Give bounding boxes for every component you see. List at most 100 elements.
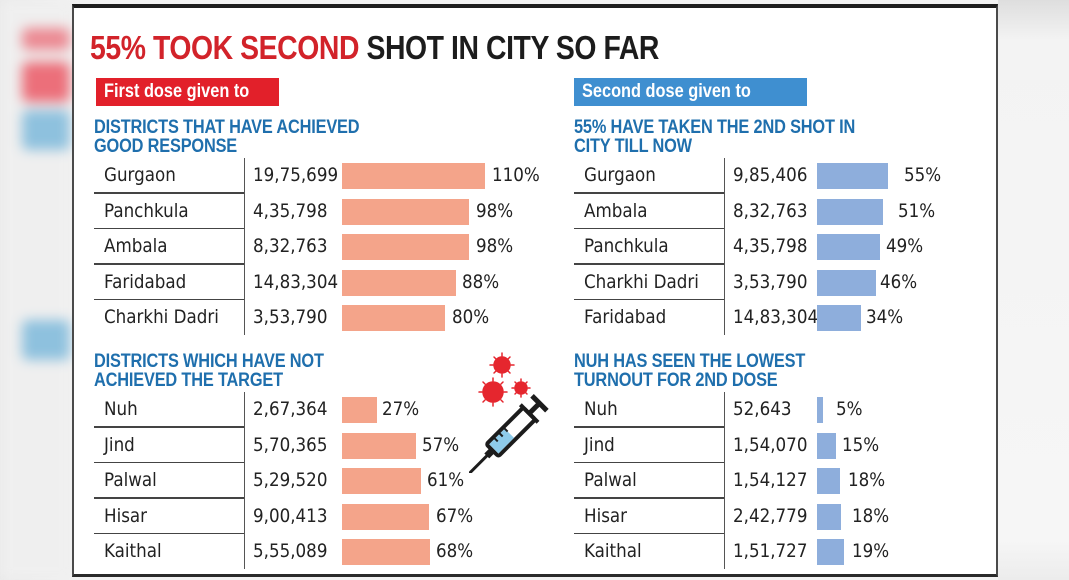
headline-highlight: 55% TOOK SECOND xyxy=(90,29,360,66)
district-name: Kaithal xyxy=(584,540,642,562)
column-divider xyxy=(724,392,725,569)
bar xyxy=(342,397,377,423)
row-divider xyxy=(574,192,724,194)
bar xyxy=(342,234,469,260)
dose-count: 2,67,364 xyxy=(253,398,328,420)
syringe-icon xyxy=(467,352,549,476)
dose-count: 5,70,365 xyxy=(253,433,328,456)
syringe-with-virus-icon xyxy=(467,348,559,476)
district-name: Ambala xyxy=(104,235,168,257)
percent-label: 88% xyxy=(462,270,500,293)
percent-label: 61% xyxy=(427,469,465,491)
section-title: NUH HAS SEEN THE LOWEST TURNOUT FOR 2ND … xyxy=(574,351,806,391)
table-row: Palwal 1,54,127 18% xyxy=(574,463,1034,499)
bar xyxy=(817,539,844,565)
row-divider xyxy=(574,298,724,300)
percent-label: 98% xyxy=(476,199,514,222)
blurred-red-block xyxy=(22,28,70,50)
table-row: Charkhi Dadri 3,53,790 80% xyxy=(94,300,554,336)
bar xyxy=(817,269,876,296)
bar xyxy=(342,269,456,296)
row-divider xyxy=(94,192,244,194)
first-dose-tag: First dose given to xyxy=(96,78,279,106)
table-row: Faridabad 14,83,304 88% xyxy=(94,265,554,300)
bar xyxy=(342,305,445,331)
bar xyxy=(817,503,841,530)
table-row: Gurgaon 19,75,699 110% xyxy=(94,158,554,194)
dose-count: 14,83,304 xyxy=(253,270,339,293)
bar xyxy=(342,539,430,565)
percent-label: 27% xyxy=(382,398,420,420)
table-row: Panchkula 4,35,798 98% xyxy=(94,194,554,229)
dose-count: 5,55,089 xyxy=(253,540,328,562)
percent-label: 57% xyxy=(422,433,460,456)
district-name: Faridabad xyxy=(584,306,667,328)
table-row: Charkhi Dadri 3,53,790 46% xyxy=(574,265,1034,300)
percent-label: 5% xyxy=(836,398,863,420)
second-dose-tag: Second dose given to xyxy=(574,78,807,106)
row-divider xyxy=(94,426,244,428)
table-row: Palwal 5,29,520 61% xyxy=(94,463,554,499)
table-good-response: Gurgaon 19,75,699 110% Panchkula 4,35,79… xyxy=(94,158,554,336)
dose-count: 5,29,520 xyxy=(253,469,328,491)
dose-count: 9,00,413 xyxy=(253,504,328,527)
blurred-red-block xyxy=(22,62,70,102)
row-divider xyxy=(94,532,244,534)
dose-count: 9,85,406 xyxy=(733,164,808,186)
table-row: Ambala 8,32,763 98% xyxy=(94,229,554,265)
percent-label: 51% xyxy=(898,199,936,222)
dose-count: 3,53,790 xyxy=(253,306,328,328)
headline: 55% TOOK SECOND SHOT IN CITY SO FAR xyxy=(90,28,659,68)
bar xyxy=(817,163,888,189)
table-row: Kaithal 5,55,089 68% xyxy=(94,534,554,570)
district-name: Palwal xyxy=(104,469,157,491)
district-name: Charkhi Dadri xyxy=(104,306,219,328)
table-row: Kaithal 1,51,727 19% xyxy=(574,534,1034,570)
row-divider xyxy=(94,227,244,229)
blurred-blue-block xyxy=(22,110,70,150)
percent-label: 55% xyxy=(904,164,942,186)
bar xyxy=(817,198,883,225)
percent-label: 68% xyxy=(436,540,474,562)
percent-label: 34% xyxy=(866,306,904,328)
district-name: Gurgaon xyxy=(104,164,176,186)
bar xyxy=(817,234,880,260)
section-not-achieved: DISTRICTS WHICH HAVE NOT ACHIEVED THE TA… xyxy=(94,352,554,570)
bar xyxy=(817,468,840,494)
bar xyxy=(817,432,836,459)
district-name: Jind xyxy=(104,433,135,456)
infographic-card: 55% TOOK SECOND SHOT IN CITY SO FAR Firs… xyxy=(72,4,998,577)
district-name: Jind xyxy=(584,433,615,456)
row-divider xyxy=(94,298,244,300)
table-row: Gurgaon 9,85,406 55% xyxy=(574,158,1034,194)
dose-count: 1,54,127 xyxy=(733,469,808,491)
bar xyxy=(342,468,421,494)
district-name: Hisar xyxy=(584,504,628,527)
table-not-achieved: Nuh 2,67,364 27% Jind 5,70,365 57% Palwa… xyxy=(94,392,554,570)
dose-count: 1,51,727 xyxy=(733,540,808,562)
dose-count: 4,35,798 xyxy=(253,199,328,222)
percent-label: 80% xyxy=(452,306,490,328)
table-row: Jind 1,54,070 15% xyxy=(574,428,1034,463)
table-row: Jind 5,70,365 57% xyxy=(94,428,554,463)
percent-label: 67% xyxy=(436,504,474,527)
percent-label: 18% xyxy=(848,469,886,491)
section-title: DISTRICTS THAT HAVE ACHIEVED GOOD RESPON… xyxy=(94,117,360,157)
section-second-dose-lowest: NUH HAS SEEN THE LOWEST TURNOUT FOR 2ND … xyxy=(574,352,1034,570)
district-name: Gurgaon xyxy=(584,164,656,186)
district-name: Nuh xyxy=(584,398,618,420)
dose-count: 2,42,779 xyxy=(733,504,808,527)
bar xyxy=(817,305,861,331)
district-name: Hisar xyxy=(104,504,148,527)
table-second-dose-lowest: Nuh 52,643 5% Jind 1,54,070 15% Palwal 1… xyxy=(574,392,1034,570)
bar xyxy=(817,397,823,423)
row-divider xyxy=(94,263,244,265)
district-name: Panchkula xyxy=(104,199,189,222)
headline-rest: SHOT IN CITY SO FAR xyxy=(359,29,659,66)
district-name: Kaithal xyxy=(104,540,162,562)
percent-label: 98% xyxy=(476,235,514,257)
district-name: Faridabad xyxy=(104,270,187,293)
table-row: Hisar 2,42,779 18% xyxy=(574,499,1034,534)
district-name: Nuh xyxy=(104,398,138,420)
table-second-dose-top: Gurgaon 9,85,406 55% Ambala 8,32,763 51%… xyxy=(574,158,1034,336)
